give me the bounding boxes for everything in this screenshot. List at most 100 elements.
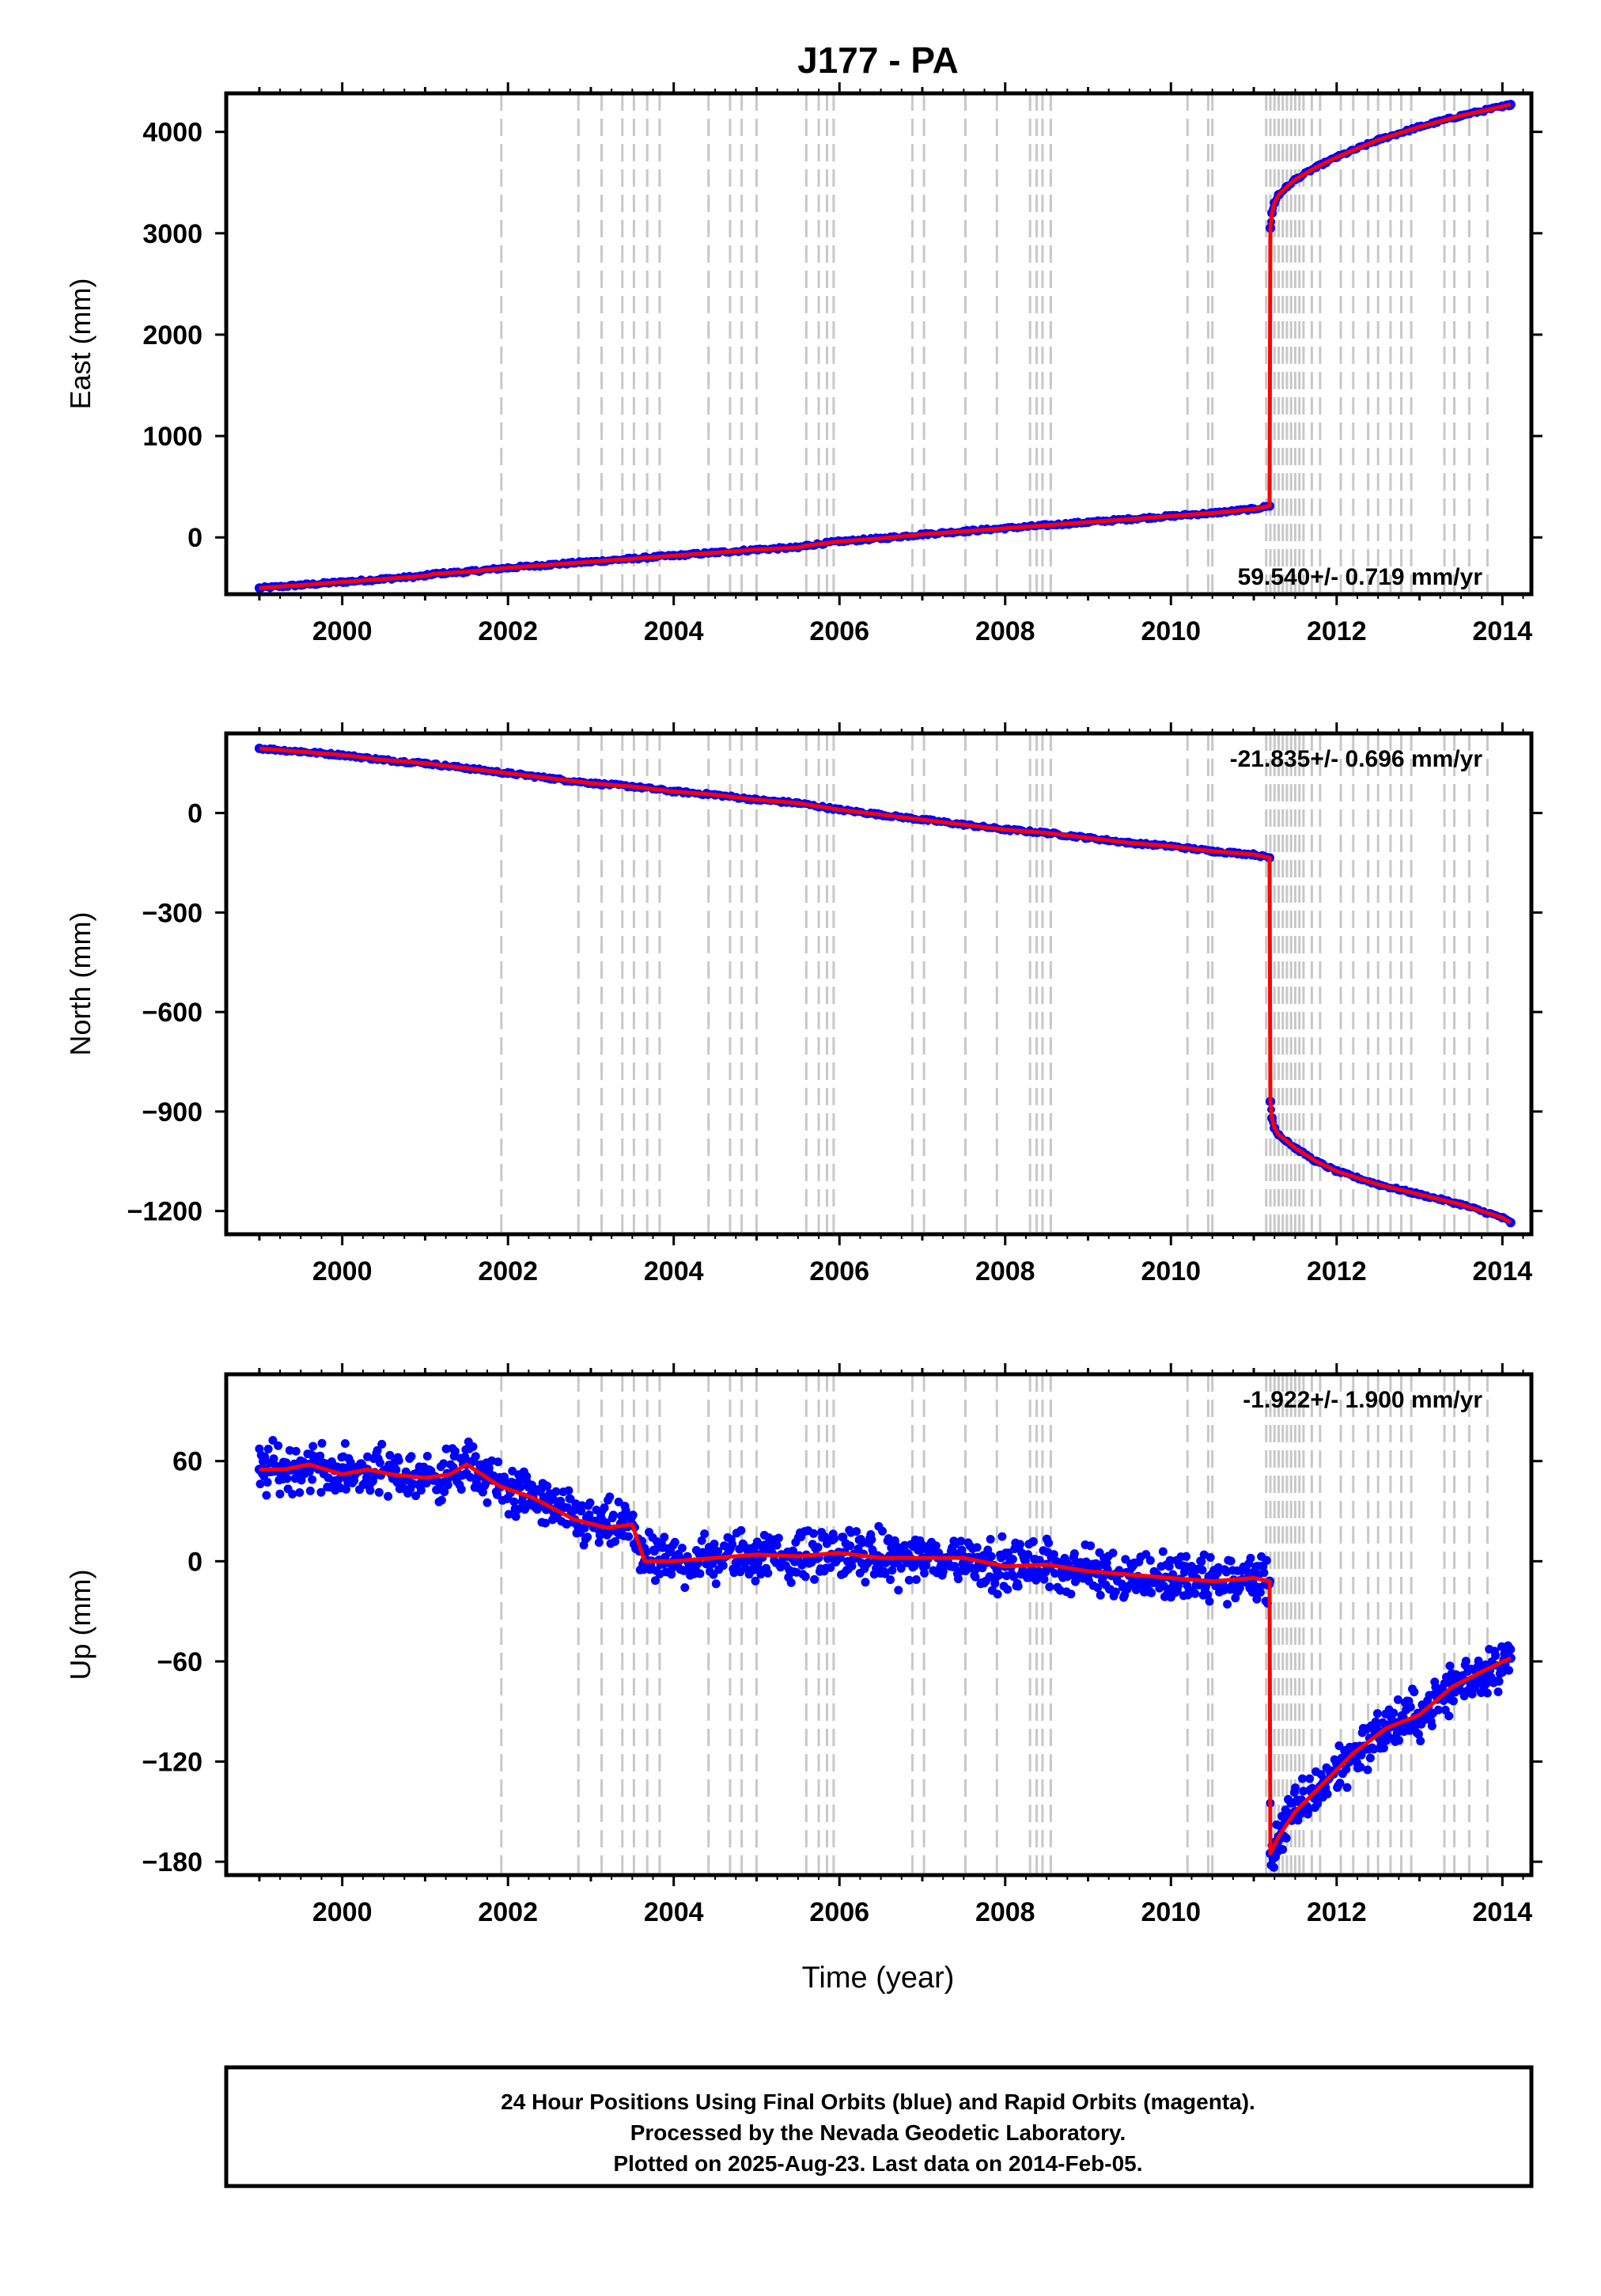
up-data-point bbox=[1255, 1588, 1265, 1597]
up-data-point bbox=[920, 1568, 929, 1578]
north-x-tick-label: 2000 bbox=[312, 1256, 373, 1286]
up-data-point bbox=[384, 1491, 393, 1501]
up-data-point bbox=[772, 1540, 782, 1550]
up-data-point bbox=[820, 1533, 830, 1542]
up-data-point bbox=[800, 1572, 810, 1582]
up-data-point bbox=[971, 1572, 980, 1582]
up-data-points bbox=[254, 1436, 1516, 1872]
up-data-point bbox=[894, 1586, 903, 1595]
up-data-point bbox=[972, 1543, 982, 1552]
up-data-point bbox=[700, 1529, 710, 1539]
north-x-tick-label: 2004 bbox=[644, 1256, 704, 1286]
east-y-tick-label: 4000 bbox=[142, 118, 202, 148]
up-data-point bbox=[316, 1451, 325, 1461]
north-x-tick-label: 2012 bbox=[1307, 1256, 1367, 1286]
up-data-point bbox=[1111, 1587, 1120, 1597]
x-axis-label: Time (year) bbox=[802, 1961, 955, 1995]
up-data-point bbox=[377, 1439, 387, 1449]
up-data-point bbox=[1416, 1737, 1425, 1745]
up-data-point bbox=[516, 1483, 525, 1492]
north-rate-label: -21.835+/- 0.696 mm/yr bbox=[1230, 746, 1483, 772]
up-data-point bbox=[1028, 1536, 1038, 1546]
up-x-tick-label: 2000 bbox=[312, 1897, 373, 1927]
up-data-point bbox=[255, 1480, 265, 1489]
up-data-point bbox=[986, 1535, 995, 1544]
up-data-point bbox=[697, 1536, 706, 1545]
up-data-point bbox=[1379, 1743, 1388, 1752]
up-data-point bbox=[1504, 1665, 1513, 1675]
east-x-ticks: 2000 2002 2004 2006 2008 2010 2012 2014 bbox=[258, 82, 1532, 646]
up-data-point bbox=[1494, 1677, 1504, 1686]
up-data-point bbox=[411, 1491, 421, 1501]
east-x-tick-label: 2012 bbox=[1307, 616, 1367, 646]
north-event-lines bbox=[500, 733, 1489, 1234]
up-data-point bbox=[365, 1486, 375, 1495]
up-data-point bbox=[1246, 1553, 1255, 1563]
up-x-tick-label: 2004 bbox=[644, 1897, 704, 1927]
up-data-point bbox=[443, 1480, 452, 1490]
up-data-point bbox=[852, 1527, 861, 1536]
east-x-tick-label: 2006 bbox=[809, 616, 869, 646]
up-data-point bbox=[1223, 1600, 1232, 1609]
up-data-point bbox=[1506, 1645, 1516, 1654]
up-data-point bbox=[711, 1579, 721, 1589]
east-x-tick-label: 2010 bbox=[1141, 616, 1201, 646]
up-x-tick-label: 2006 bbox=[809, 1897, 869, 1927]
up-data-point bbox=[660, 1533, 669, 1542]
north-y-ticks: −1200 −900 −600 −300 0 bbox=[127, 799, 1542, 1227]
up-data-point bbox=[1474, 1656, 1483, 1665]
up-data-point bbox=[504, 1510, 513, 1519]
north-x-ticks: 2000 2002 2004 2006 2008 2010 2012 2014 bbox=[258, 722, 1533, 1286]
up-data-point bbox=[317, 1438, 327, 1448]
up-data-point bbox=[305, 1486, 315, 1495]
east-data-points bbox=[254, 100, 1516, 593]
up-data-point bbox=[1003, 1585, 1012, 1594]
up-data-point bbox=[670, 1537, 679, 1547]
up-data-point bbox=[340, 1439, 350, 1448]
up-data-point bbox=[1363, 1765, 1372, 1775]
up-data-point bbox=[308, 1442, 318, 1451]
up-data-point bbox=[269, 1454, 278, 1464]
up-data-point bbox=[867, 1535, 876, 1544]
up-data-point bbox=[1016, 1540, 1024, 1549]
up-data-point bbox=[1445, 1661, 1455, 1671]
north-x-tick-label: 2014 bbox=[1473, 1256, 1533, 1286]
north-y-tick-label: −900 bbox=[142, 1097, 202, 1127]
up-data-point bbox=[466, 1472, 475, 1482]
up-data-point bbox=[373, 1445, 382, 1455]
up-data-point bbox=[1395, 1736, 1404, 1745]
up-data-point bbox=[861, 1578, 870, 1587]
up-data-point bbox=[580, 1523, 589, 1533]
up-y-ticks: −180 −120 −60 0 60 bbox=[142, 1447, 1542, 1877]
up-data-point bbox=[1131, 1586, 1141, 1594]
north-y-axis-label: North (mm) bbox=[64, 912, 97, 1056]
up-data-point bbox=[1389, 1708, 1399, 1718]
up-data-point bbox=[853, 1544, 863, 1553]
up-data-point bbox=[416, 1486, 426, 1495]
up-data-point bbox=[1252, 1594, 1262, 1604]
up-data-point bbox=[774, 1533, 783, 1543]
up-data-point bbox=[1147, 1588, 1156, 1597]
up-data-point bbox=[407, 1452, 416, 1461]
up-data-point bbox=[515, 1476, 524, 1486]
up-data-point bbox=[931, 1541, 941, 1551]
up-plot-frame bbox=[224, 1372, 1534, 1877]
up-data-point bbox=[1335, 1779, 1345, 1788]
up-data-point bbox=[1278, 1845, 1288, 1855]
up-data-point bbox=[1342, 1764, 1351, 1774]
up-data-point bbox=[577, 1501, 587, 1510]
north-y-tick-label: −600 bbox=[142, 998, 202, 1028]
up-data-point bbox=[986, 1552, 996, 1561]
up-data-point bbox=[1102, 1559, 1111, 1567]
up-data-point bbox=[886, 1575, 895, 1585]
up-data-point bbox=[493, 1490, 501, 1499]
up-data-point bbox=[1414, 1730, 1423, 1739]
up-data-point bbox=[511, 1512, 520, 1521]
up-data-point bbox=[1205, 1597, 1214, 1606]
up-data-point bbox=[1024, 1550, 1033, 1559]
up-y-tick-label: 0 bbox=[187, 1547, 202, 1577]
up-data-point bbox=[680, 1583, 690, 1593]
up-data-point bbox=[611, 1536, 620, 1546]
up-data-point bbox=[1045, 1582, 1054, 1592]
up-data-point bbox=[585, 1510, 594, 1520]
